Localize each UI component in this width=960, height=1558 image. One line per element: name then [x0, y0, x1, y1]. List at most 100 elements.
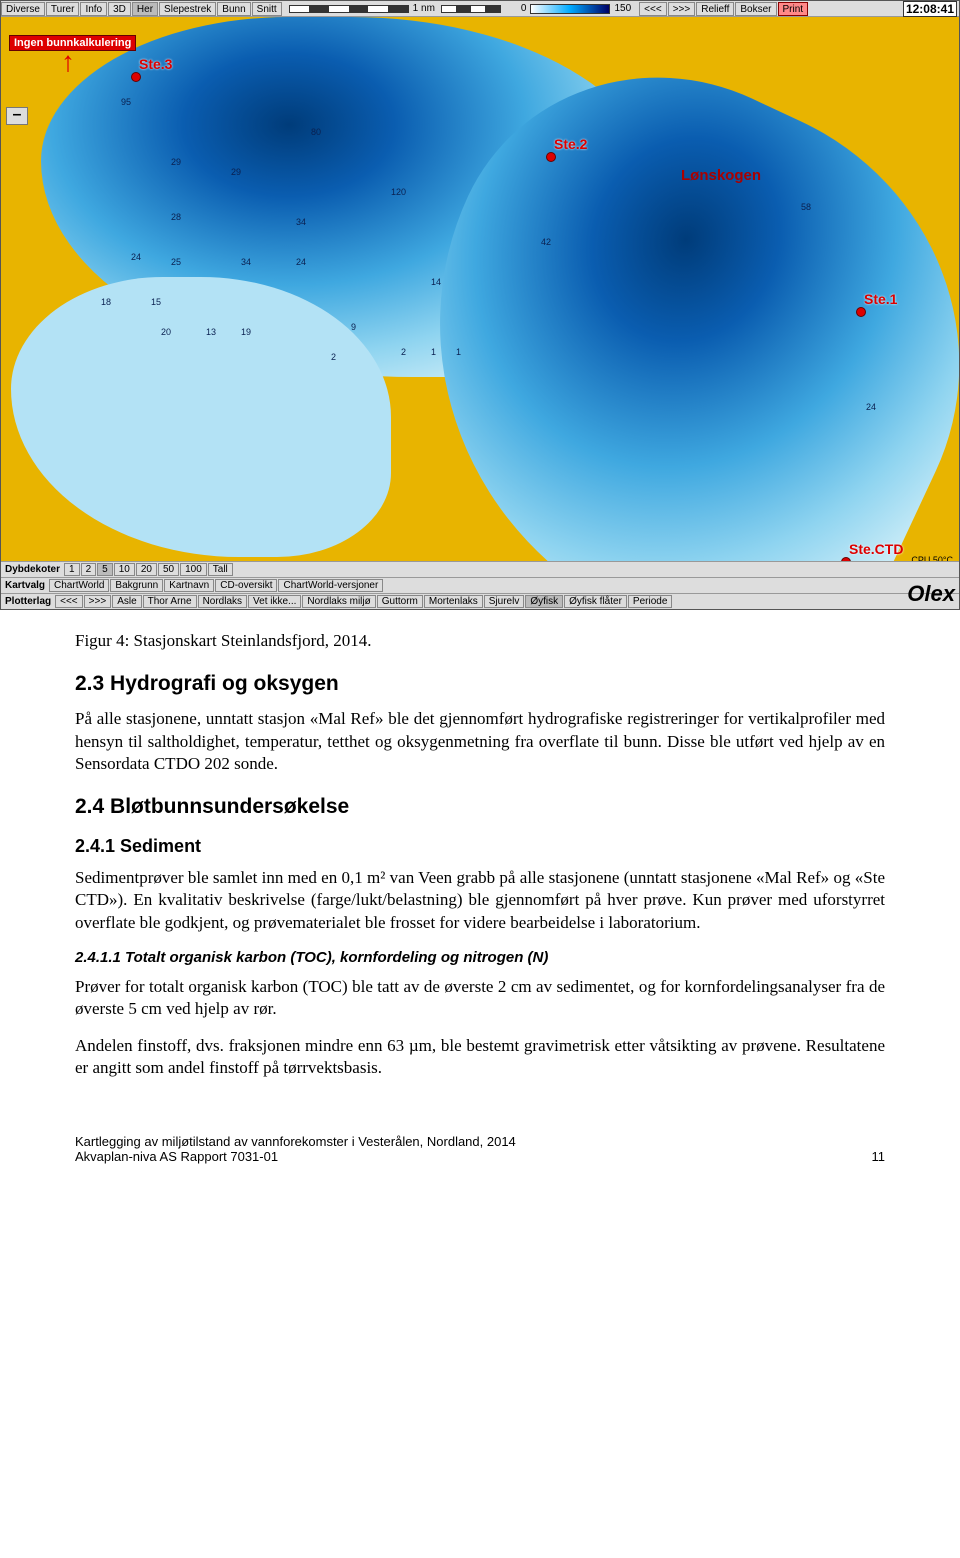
btn-snitt[interactable]: Snitt: [252, 2, 282, 16]
bottom-toolbars: Dybdekoter 125102050100Tall Kartvalg Cha…: [1, 561, 959, 609]
toolbar-button[interactable]: 20: [136, 563, 157, 576]
toolbar-button[interactable]: Asle: [112, 595, 141, 608]
btn-her[interactable]: Her: [132, 2, 158, 16]
toolbar-button[interactable]: 5: [97, 563, 113, 576]
north-arrow-icon: ↑: [61, 47, 75, 79]
farm-label: Lønskogen: [681, 167, 761, 184]
depth-value: 34: [241, 257, 251, 267]
figure-caption: Figur 4: Stasjonskart Steinlandsfjord, 2…: [75, 630, 885, 652]
para-2-4-1-1a: Prøver for totalt organisk karbon (TOC) …: [75, 976, 885, 1021]
depth-value: 1: [431, 347, 436, 357]
scale-bar-2: [441, 5, 501, 13]
depth-value: 25: [171, 257, 181, 267]
station-marker[interactable]: [131, 72, 141, 82]
heading-2-4-1-1: 2.4.1.1 Totalt organisk karbon (TOC), ko…: [75, 948, 885, 968]
depth-value: 2: [401, 347, 406, 357]
btn-diverse[interactable]: Diverse: [1, 2, 45, 16]
btn-turer[interactable]: Turer: [46, 2, 80, 16]
top-toolbar: Diverse Turer Info 3D Her Slepestrek Bun…: [1, 1, 959, 17]
depth-value: 28: [171, 212, 181, 222]
toolbar-button[interactable]: Nordlaks: [198, 595, 247, 608]
station-marker[interactable]: [856, 307, 866, 317]
toolbar-button[interactable]: Øyfisk: [525, 595, 563, 608]
toolbar-button[interactable]: 50: [158, 563, 179, 576]
btn-relieff[interactable]: Relieff: [696, 2, 734, 16]
btn-bunn[interactable]: Bunn: [217, 2, 250, 16]
depth-value: 24: [866, 402, 876, 412]
dybdekoter-label: Dybdekoter: [1, 564, 64, 575]
toolbar-button[interactable]: 100: [180, 563, 207, 576]
depth-value: 80: [311, 127, 321, 137]
depth-value: 34: [296, 217, 306, 227]
depth-value: 19: [241, 327, 251, 337]
btn-next[interactable]: >>>: [668, 2, 696, 16]
station-label: Ste.2: [554, 136, 587, 152]
btn-print[interactable]: Print: [778, 2, 809, 16]
depth-value: 15: [151, 297, 161, 307]
toolbar-button[interactable]: Kartnavn: [164, 579, 214, 592]
depth-value: 2: [331, 352, 336, 362]
toolbar-button[interactable]: Mortenlaks: [424, 595, 483, 608]
footer-line-2: Akvaplan-niva AS Rapport 7031-01: [75, 1149, 516, 1164]
heading-2-4: 2.4 Bløtbunnsundersøkelse: [75, 793, 885, 821]
toolbar-button[interactable]: Sjurelv: [484, 595, 525, 608]
depth-value: 42: [541, 237, 551, 247]
depth-value: 9: [351, 322, 356, 332]
btn-bokser[interactable]: Bokser: [735, 2, 776, 16]
toolbar-button[interactable]: Nordlaks miljø: [302, 595, 375, 608]
page-number: 11: [872, 1149, 886, 1164]
depth-gradient: [530, 4, 610, 14]
station-label: Ste.3: [139, 56, 172, 72]
depth-value: 20: [161, 327, 171, 337]
status-badge: Ingen bunnkalkulering: [9, 35, 136, 51]
toolbar-button[interactable]: Thor Arne: [143, 595, 197, 608]
clock: 12:08:41: [903, 1, 957, 17]
depth-value: 24: [131, 252, 141, 262]
btn-prev[interactable]: <<<: [639, 2, 667, 16]
depth-value: 24: [296, 257, 306, 267]
toolbar-button[interactable]: ChartWorld-versjoner: [278, 579, 383, 592]
depth-value: 18: [101, 297, 111, 307]
scale-bar: 1 nm: [289, 3, 435, 14]
para-2-4-1-1b: Andelen finstoff, dvs. fraksjonen mindre…: [75, 1035, 885, 1080]
station-label: Ste.1: [864, 291, 897, 307]
depth-value: 13: [206, 327, 216, 337]
scale-label: 1 nm: [413, 3, 435, 14]
depth-value: 95: [121, 97, 131, 107]
station-label: Ste.CTD: [849, 541, 903, 557]
para-2-4-1: Sedimentprøver ble samlet inn med en 0,1…: [75, 867, 885, 934]
depth-value: 1: [456, 347, 461, 357]
depth-max: 150: [614, 3, 631, 14]
toolbar-button[interactable]: 2: [81, 563, 97, 576]
toolbar-button[interactable]: Bakgrunn: [110, 579, 163, 592]
depth-value: 29: [231, 167, 241, 177]
toolbar-button[interactable]: 10: [114, 563, 135, 576]
plotterlag-label: Plotterlag: [1, 596, 55, 607]
page-footer: Kartlegging av miljøtilstand av vannfore…: [0, 1094, 960, 1184]
toolbar-button[interactable]: Guttorm: [377, 595, 423, 608]
para-2-3: På alle stasjonene, unntatt stasjon «Mal…: [75, 708, 885, 775]
kartvalg-label: Kartvalg: [1, 580, 49, 591]
toolbar-button[interactable]: ChartWorld: [49, 579, 109, 592]
olex-logo: Olex: [907, 581, 955, 607]
toolbar-button[interactable]: CD-oversikt: [215, 579, 277, 592]
btn-3d[interactable]: 3D: [108, 2, 131, 16]
zoom-out-button[interactable]: –: [6, 107, 28, 125]
toolbar-button[interactable]: Vet ikke...: [248, 595, 301, 608]
btn-slepestrek[interactable]: Slepestrek: [159, 2, 216, 16]
depth-value: 14: [431, 277, 441, 287]
depth-min: 0: [521, 3, 527, 14]
heading-2-3: 2.3 Hydrografi og oksygen: [75, 670, 885, 698]
toolbar-button[interactable]: Tall: [208, 563, 233, 576]
toolbar-button[interactable]: 1: [64, 563, 80, 576]
toolbar-button[interactable]: <<<: [55, 595, 83, 608]
station-marker[interactable]: [546, 152, 556, 162]
toolbar-button[interactable]: Øyfisk flåter: [564, 595, 627, 608]
toolbar-button[interactable]: >>>: [84, 595, 112, 608]
footer-line-1: Kartlegging av miljøtilstand av vannfore…: [75, 1134, 516, 1149]
btn-info[interactable]: Info: [80, 2, 107, 16]
depth-value: 120: [391, 187, 406, 197]
depth-value: 58: [801, 202, 811, 212]
map-canvas[interactable]: ↑ Ingen bunnkalkulering – 95298029341202…: [1, 17, 959, 561]
toolbar-button[interactable]: Periode: [628, 595, 672, 608]
